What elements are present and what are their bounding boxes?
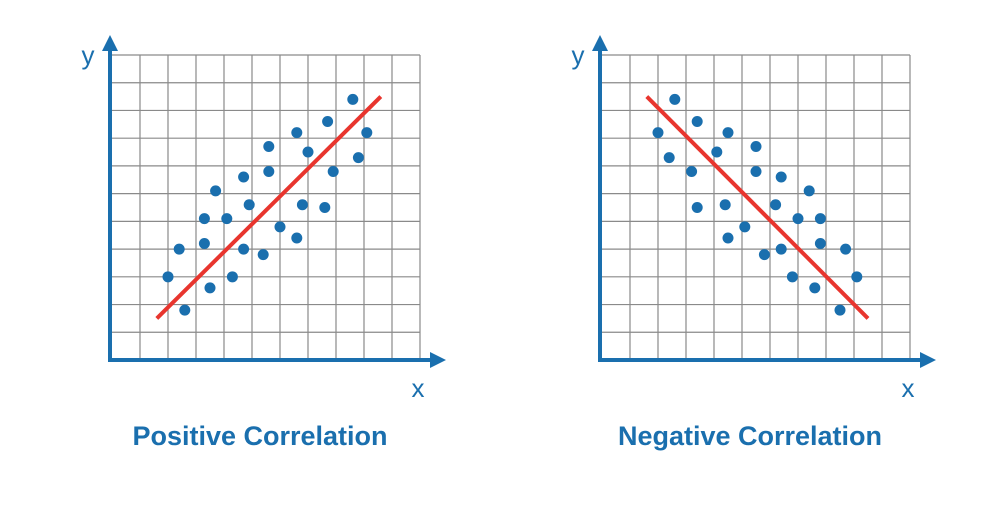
point	[803, 185, 815, 197]
point	[302, 146, 314, 158]
point	[786, 271, 798, 283]
point	[814, 213, 826, 225]
point	[719, 199, 731, 211]
point	[758, 249, 770, 261]
x-axis-label: x	[412, 373, 425, 403]
point	[263, 165, 275, 177]
point	[291, 127, 303, 139]
point	[652, 127, 664, 139]
point	[711, 146, 723, 158]
y-axis-label: y	[572, 40, 585, 70]
chart-title: Positive Correlation	[132, 421, 387, 451]
trend-line	[155, 95, 383, 320]
point	[263, 141, 275, 152]
chart-title: Negative Correlation	[618, 421, 882, 451]
point	[238, 243, 250, 255]
point	[722, 127, 734, 139]
point	[775, 171, 787, 183]
point	[210, 185, 222, 197]
point	[722, 232, 734, 244]
point	[669, 93, 681, 105]
point	[238, 171, 250, 183]
point	[663, 152, 675, 164]
point	[750, 165, 762, 177]
point	[361, 127, 373, 139]
point	[257, 249, 269, 261]
point	[814, 238, 826, 250]
point	[243, 199, 255, 211]
trend-line	[645, 95, 870, 320]
point	[173, 243, 185, 255]
point	[691, 116, 703, 128]
point	[809, 282, 821, 294]
point	[179, 304, 191, 316]
point	[750, 141, 762, 152]
point	[686, 165, 698, 177]
point	[296, 199, 308, 211]
point	[198, 213, 210, 225]
point	[840, 243, 852, 255]
point	[226, 271, 238, 283]
point	[319, 202, 331, 213]
point	[352, 152, 364, 164]
point	[834, 304, 846, 316]
point	[204, 282, 216, 294]
point	[775, 243, 787, 255]
y-axis-arrow	[102, 35, 118, 51]
point	[322, 116, 334, 128]
point	[162, 271, 174, 283]
x-axis-label: x	[902, 373, 915, 403]
point	[221, 213, 233, 225]
point	[792, 213, 804, 225]
x-axis-arrow	[430, 352, 446, 368]
point	[691, 202, 703, 213]
point	[851, 271, 863, 283]
point	[274, 221, 286, 233]
point	[347, 93, 359, 105]
x-axis-arrow	[920, 352, 936, 368]
point	[739, 221, 751, 233]
y-axis-label: y	[82, 40, 95, 70]
point	[291, 232, 303, 244]
point	[770, 199, 782, 211]
y-axis-arrow	[592, 35, 608, 51]
point	[327, 165, 339, 177]
point	[198, 238, 210, 250]
